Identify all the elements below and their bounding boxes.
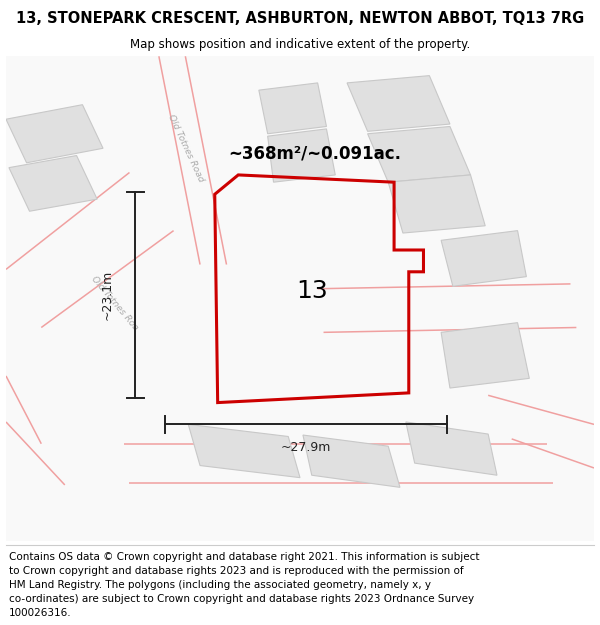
Text: ~27.9m: ~27.9m <box>281 441 331 454</box>
Text: 100026316.: 100026316. <box>9 608 71 618</box>
Polygon shape <box>368 126 470 182</box>
Text: HM Land Registry. The polygons (including the associated geometry, namely x, y: HM Land Registry. The polygons (includin… <box>9 580 431 590</box>
Polygon shape <box>388 175 485 233</box>
Polygon shape <box>6 104 103 162</box>
Text: Contains OS data © Crown copyright and database right 2021. This information is : Contains OS data © Crown copyright and d… <box>9 552 479 562</box>
Polygon shape <box>303 435 400 488</box>
Polygon shape <box>9 156 97 211</box>
Polygon shape <box>188 424 300 478</box>
Text: ~23.1m: ~23.1m <box>101 269 113 320</box>
Text: 13, STONEPARK CRESCENT, ASHBURTON, NEWTON ABBOT, TQ13 7RG: 13, STONEPARK CRESCENT, ASHBURTON, NEWTO… <box>16 11 584 26</box>
Polygon shape <box>347 76 450 131</box>
Polygon shape <box>268 129 335 182</box>
Polygon shape <box>441 322 529 388</box>
Text: to Crown copyright and database rights 2023 and is reproduced with the permissio: to Crown copyright and database rights 2… <box>9 566 464 576</box>
Text: Map shows position and indicative extent of the property.: Map shows position and indicative extent… <box>130 38 470 51</box>
Text: Old Totnes Road: Old Totnes Road <box>166 113 205 184</box>
Text: co-ordinates) are subject to Crown copyright and database rights 2023 Ordnance S: co-ordinates) are subject to Crown copyr… <box>9 594 474 604</box>
Text: Old Totnes Roa: Old Totnes Roa <box>89 274 140 332</box>
Polygon shape <box>259 83 326 134</box>
Text: 13: 13 <box>296 279 328 303</box>
Polygon shape <box>406 422 497 475</box>
Polygon shape <box>441 231 526 286</box>
Text: ~368m²/~0.091ac.: ~368m²/~0.091ac. <box>228 144 401 162</box>
